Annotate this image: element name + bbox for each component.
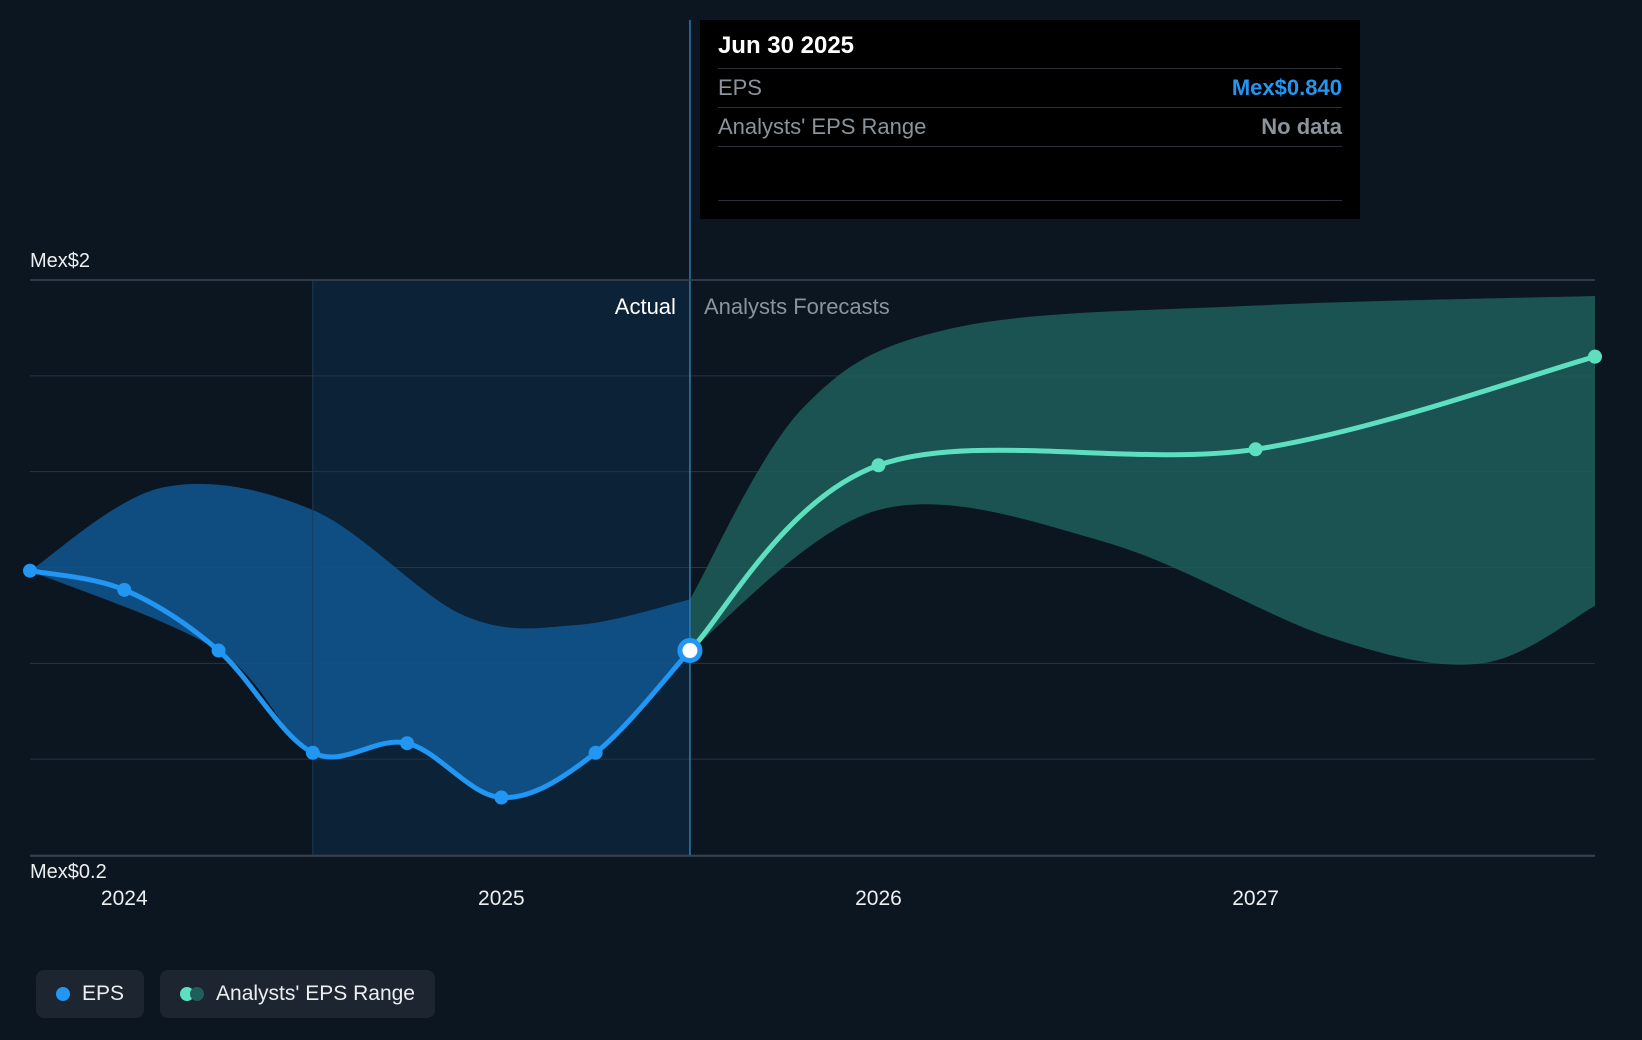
tooltip-row-range: Analysts' EPS Range No data <box>718 108 1342 147</box>
eps-chart: Mex$2 Mex$0.2 Actual Analysts Forecasts … <box>0 0 1642 1040</box>
legend-item-range[interactable]: Analysts' EPS Range <box>160 970 435 1018</box>
tooltip-spacer <box>718 147 1342 201</box>
legend-item-eps[interactable]: EPS <box>36 970 144 1018</box>
legend-dot-icon <box>56 987 70 1001</box>
legend-item-label: EPS <box>82 982 124 1006</box>
tooltip-row-label: Analysts' EPS Range <box>718 114 926 140</box>
chart-tooltip: Jun 30 2025 EPS Mex$0.840 Analysts' EPS … <box>700 20 1360 219</box>
x-axis-tick-label: 2026 <box>855 887 902 911</box>
x-axis-tick-label: 2024 <box>101 887 148 911</box>
tooltip-row-value: Mex$0.840 <box>1232 75 1342 101</box>
legend-item-label: Analysts' EPS Range <box>216 982 415 1006</box>
y-axis-label-bottom: Mex$0.2 <box>30 861 107 884</box>
chart-legend: EPS Analysts' EPS Range <box>36 970 435 1018</box>
x-axis-tick-label: 2027 <box>1232 887 1279 911</box>
region-label-actual: Actual <box>615 294 676 320</box>
tooltip-row-value: No data <box>1261 114 1342 140</box>
y-axis-label-top: Mex$2 <box>30 250 90 273</box>
region-label-forecast: Analysts Forecasts <box>704 294 890 320</box>
x-axis-tick-label: 2025 <box>478 887 525 911</box>
tooltip-row-label: EPS <box>718 75 762 101</box>
tooltip-row-eps: EPS Mex$0.840 <box>718 69 1342 108</box>
legend-range-icon <box>180 987 204 1001</box>
tooltip-date: Jun 30 2025 <box>718 32 1342 69</box>
